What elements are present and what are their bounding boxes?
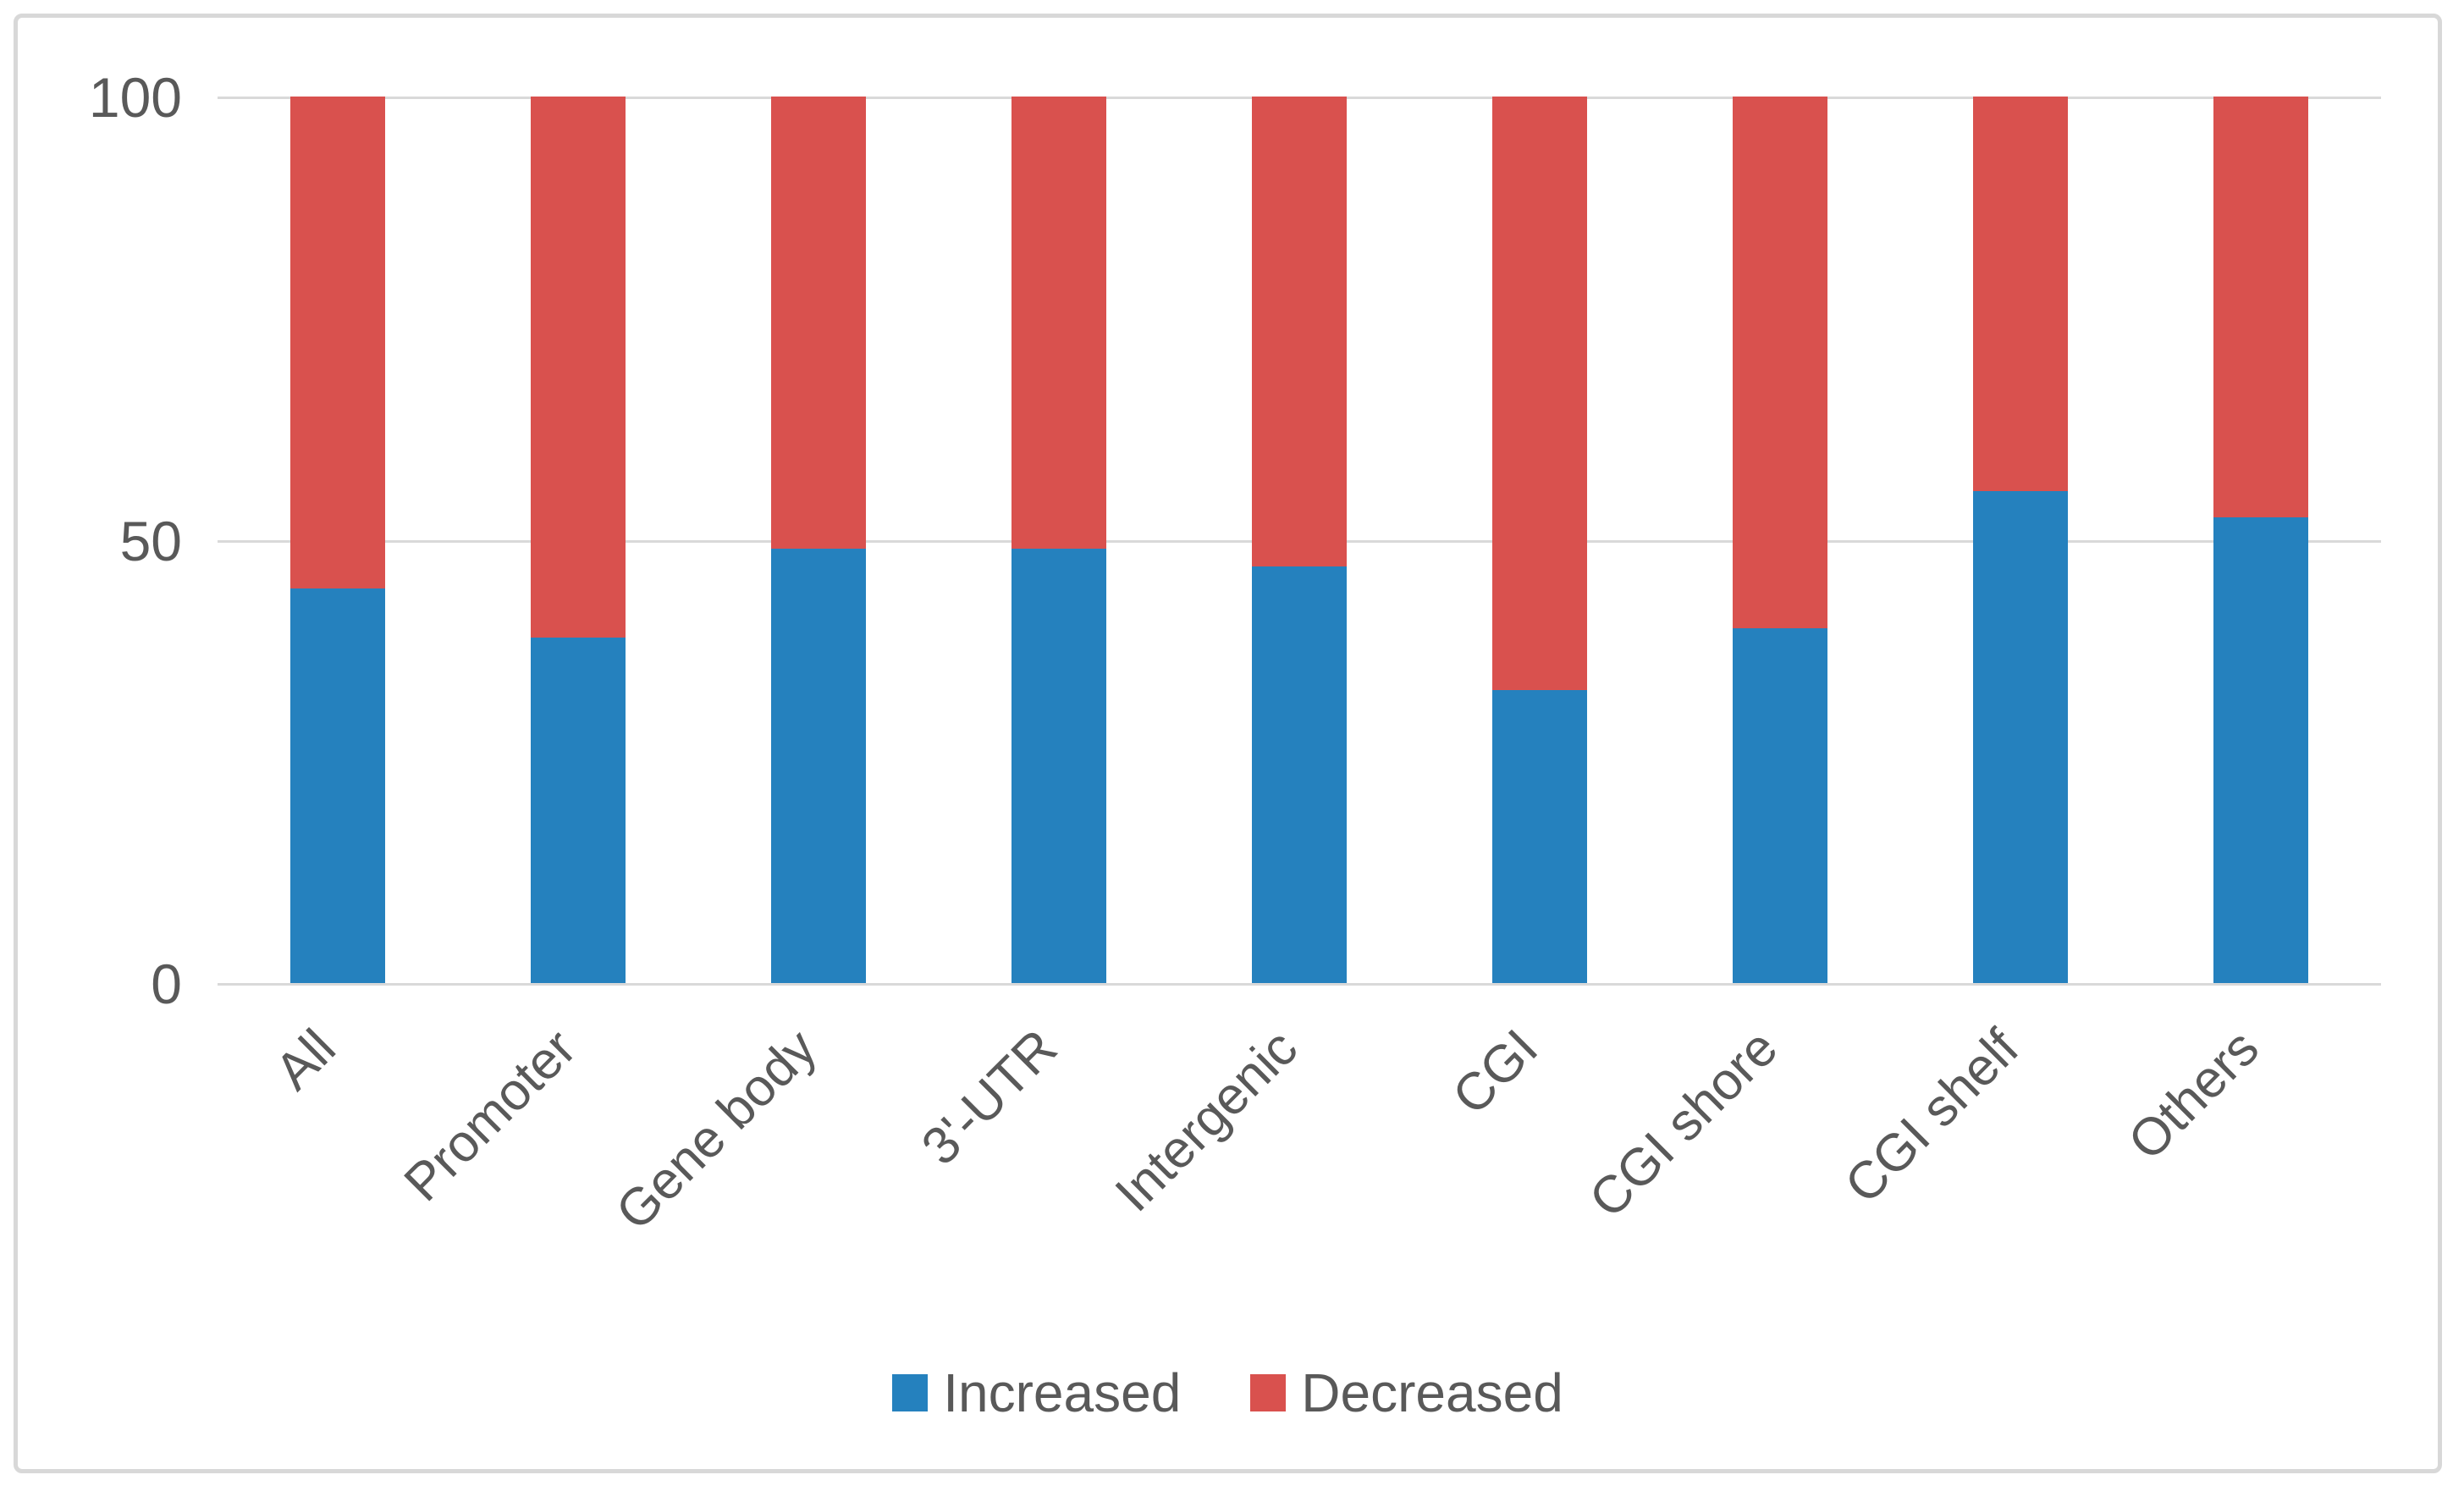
chart-figure: 0 50 100 All Promoter Gene body 3'-UTR Interge…: [14, 14, 2442, 1473]
legend-item-increased: Increased: [892, 1362, 1181, 1423]
x-label-cgi-shelf: CGI shelf: [1833, 1019, 2030, 1215]
bar-promoter-decreased: [531, 97, 626, 638]
gridline-y0: [218, 983, 2381, 986]
y-tick-label-100: 100: [88, 66, 182, 129]
bar-cgi-shore-decreased: [1733, 97, 1827, 629]
legend: Increased Decreased: [18, 1362, 2438, 1423]
bar-promoter-increased: [531, 637, 626, 983]
bar-all-increased: [290, 588, 385, 983]
legend-label-decreased: Decreased: [1301, 1362, 1563, 1423]
x-axis-labels: All Promoter Gene body 3'-UTR Intergenic CGI C…: [18, 18, 2438, 1469]
bar-cgi-shelf-decreased: [1973, 97, 2068, 491]
bar-intergenic-decreased: [1252, 97, 1347, 566]
x-label-all: All: [264, 1019, 347, 1102]
bar-cgi-shelf-increased: [1973, 490, 2068, 983]
x-label-others: Others: [2117, 1019, 2270, 1172]
x-label-gene-body: Gene body: [604, 1019, 828, 1242]
x-label-intergenic: Intergenic: [1104, 1019, 1309, 1224]
bar-others-increased: [2213, 517, 2308, 983]
y-tick-label-50: 50: [119, 509, 182, 572]
bar-cgi-decreased: [1492, 97, 1587, 691]
bar-cgi-increased: [1492, 690, 1587, 983]
bar-others-decreased: [2213, 97, 2308, 518]
bar-3-utr-decreased: [1012, 97, 1106, 549]
legend-label-increased: Increased: [943, 1362, 1182, 1423]
bar-gene-body-increased: [771, 548, 866, 983]
legend-swatch-increased-icon: [892, 1374, 929, 1411]
bar-all-decreased: [290, 97, 385, 589]
legend-item-decreased: Decreased: [1250, 1362, 1563, 1423]
y-tick-label-0: 0: [151, 953, 182, 1015]
x-label-cgi: CGI: [1441, 1019, 1549, 1126]
bar-3-utr-increased: [1012, 548, 1106, 983]
bar-gene-body-decreased: [771, 97, 866, 549]
bars-layer: [18, 18, 2438, 1469]
y-axis-tick-labels: 0 50 100: [18, 18, 2438, 1469]
bar-intergenic-increased: [1252, 566, 1347, 983]
x-label-promoter: Promoter: [393, 1019, 587, 1213]
legend-swatch-decreased-icon: [1250, 1374, 1287, 1411]
x-label-cgi-shore: CGI shore: [1579, 1019, 1789, 1229]
x-label-3-utr: 3'-UTR: [910, 1019, 1068, 1177]
bar-cgi-shore-increased: [1733, 628, 1827, 983]
